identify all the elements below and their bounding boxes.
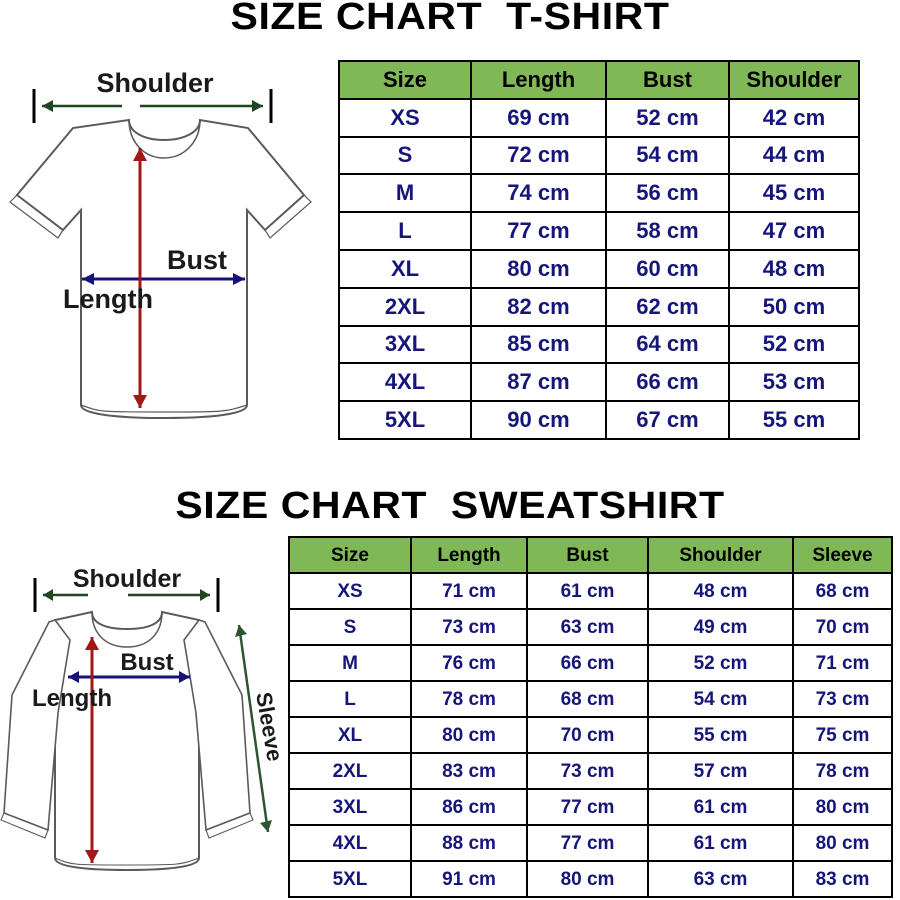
svg-text:Length: Length bbox=[32, 685, 112, 712]
svg-text:Length: Length bbox=[63, 284, 153, 314]
svg-text:Bust: Bust bbox=[120, 649, 173, 676]
svg-text:Bust: Bust bbox=[167, 245, 227, 275]
svg-text:Shoulder: Shoulder bbox=[96, 68, 213, 98]
svg-text:Shoulder: Shoulder bbox=[73, 565, 182, 593]
